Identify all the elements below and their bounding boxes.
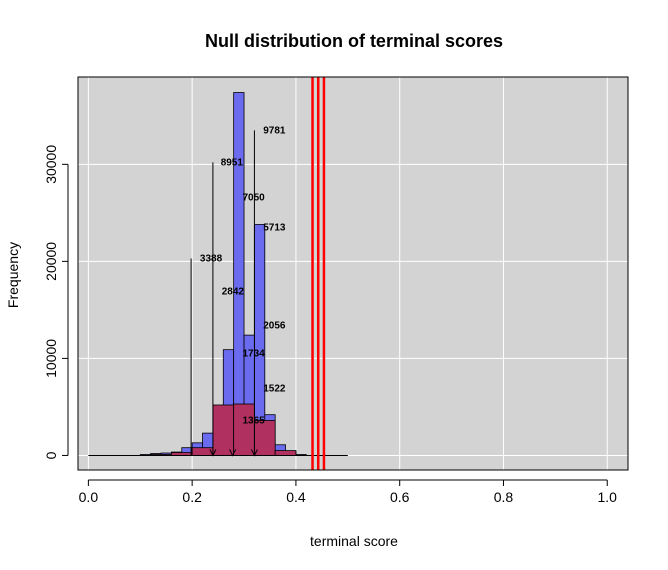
arrow-mark — [209, 449, 217, 457]
callout-label: 9781 — [263, 125, 286, 136]
callout-label: 8951 — [221, 157, 244, 168]
y-axis: 0 10000 20000 30000 — [43, 145, 69, 459]
bar-annotations: 7050 5713 2842 2056 1734 1522 1365 — [222, 192, 286, 426]
callout-label: 3388 — [200, 253, 223, 264]
histogram-bar — [233, 92, 245, 456]
bar-annotation: 5713 — [263, 222, 286, 233]
y-tick-label: 20000 — [43, 242, 59, 281]
bar-annotation: 7050 — [242, 192, 265, 203]
x-tick-label: 0.0 — [79, 489, 99, 505]
histogram-bar — [233, 403, 255, 456]
plot-border — [77, 76, 629, 471]
x-tick-label: 0.4 — [286, 489, 306, 505]
bar-annotation: 1734 — [242, 349, 265, 360]
histogram-bar — [191, 447, 214, 456]
arrow-mark — [229, 449, 237, 457]
x-axis: 0.0 0.2 0.4 0.6 0.8 1.0 — [79, 479, 618, 505]
y-axis-label: Frequency — [5, 242, 21, 308]
plot-panel — [78, 77, 628, 470]
x-axis-label: terminal score — [310, 533, 398, 549]
y-tick-label: 10000 — [43, 339, 59, 378]
y-tick-label: 30000 — [43, 145, 59, 184]
chart-title: Null distribution of terminal scores — [205, 31, 503, 51]
arrow-mark — [250, 449, 258, 457]
x-tick-label: 0.6 — [390, 489, 410, 505]
x-tick-label: 0.2 — [182, 489, 202, 505]
x-tick-label: 0.8 — [494, 489, 514, 505]
callout-lines: 3388 8951 9781 — [190, 125, 286, 457]
histogram-bar — [274, 450, 297, 456]
bar-annotation: 2056 — [263, 320, 286, 331]
bar-annotation: 1365 — [242, 416, 265, 427]
bar-annotation: 2842 — [222, 286, 245, 297]
observed-score-lines — [311, 77, 326, 470]
histogram-bar — [212, 404, 235, 456]
x-tick-label: 1.0 — [598, 489, 618, 505]
bar-annotation: 1522 — [263, 383, 286, 394]
y-tick-label: 0 — [43, 451, 59, 459]
